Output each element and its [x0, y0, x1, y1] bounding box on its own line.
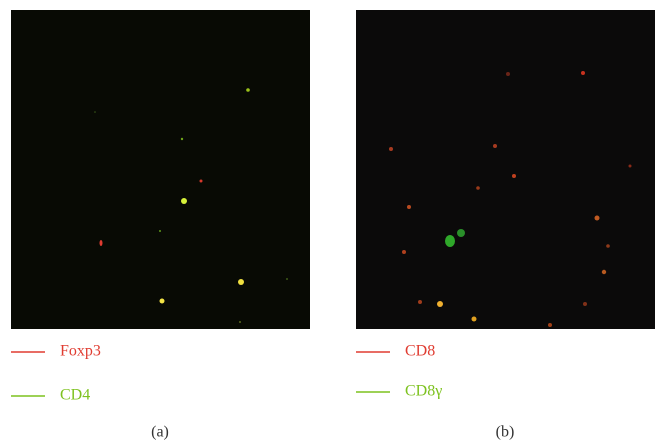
micrograph-b — [356, 10, 655, 329]
micrograph-a — [11, 10, 310, 329]
legend-label: CD8γ — [405, 383, 442, 400]
panel-caption: (b) — [496, 424, 515, 441]
legend-label: Foxp3 — [60, 343, 101, 360]
legend-label: CD4 — [60, 387, 90, 404]
figure: Foxp3 CD4 (a) CD8 CD8γ (b) — [0, 0, 663, 445]
panel-caption: (a) — [151, 424, 169, 441]
legend-label: CD8 — [405, 343, 435, 360]
